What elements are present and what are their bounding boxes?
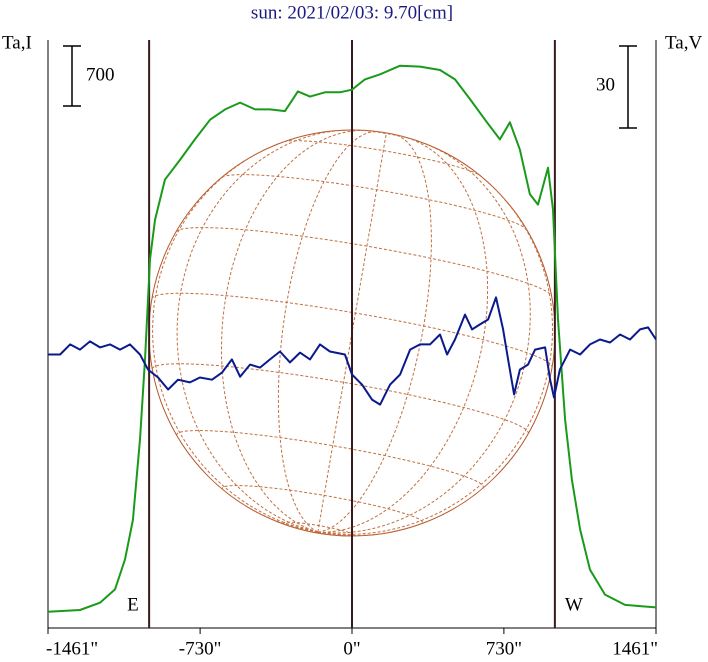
- x-tick-label: -1461": [46, 638, 98, 659]
- grid-curve: [317, 141, 531, 534]
- grid-curve: [317, 134, 432, 533]
- grid-curve: [317, 182, 554, 535]
- grid-curve: [277, 131, 376, 533]
- grid-curve: [176, 129, 350, 533]
- grid-curve: [221, 484, 423, 525]
- limb-label: E: [127, 594, 139, 615]
- x-tick-label: -730": [179, 638, 222, 659]
- series-line: [47, 64, 657, 613]
- solar-disc-grid: [148, 129, 556, 537]
- x-tick-label: 0": [343, 638, 360, 659]
- scale-bar-label: 700: [86, 64, 115, 85]
- grid-curve: [175, 227, 553, 297]
- chart-title: sun: 2021/02/03: 9.70[cm]: [251, 2, 453, 23]
- grid-curve: [221, 174, 528, 230]
- y-axis-label: Ta,I: [2, 32, 32, 53]
- x-tick-label: 1461": [612, 638, 658, 659]
- grid-curve: [151, 292, 553, 368]
- grid-curve: [317, 531, 325, 535]
- grid-curve: [223, 489, 318, 533]
- limb-label: W: [565, 594, 583, 615]
- grid-curve: [152, 145, 318, 533]
- y2-axis-label: Ta,V: [665, 32, 702, 53]
- grid-curve: [317, 136, 489, 533]
- grid-curve: [283, 140, 481, 176]
- grid-curve: [317, 132, 387, 533]
- scale-bar-label: 30: [596, 74, 615, 95]
- series-line: [48, 296, 657, 406]
- x-tick-label: 730": [486, 638, 522, 659]
- grid-curve: [176, 429, 484, 489]
- grid-curve: [220, 130, 366, 533]
- grid-curve: [357, 129, 415, 141]
- grid-curve: [317, 531, 346, 537]
